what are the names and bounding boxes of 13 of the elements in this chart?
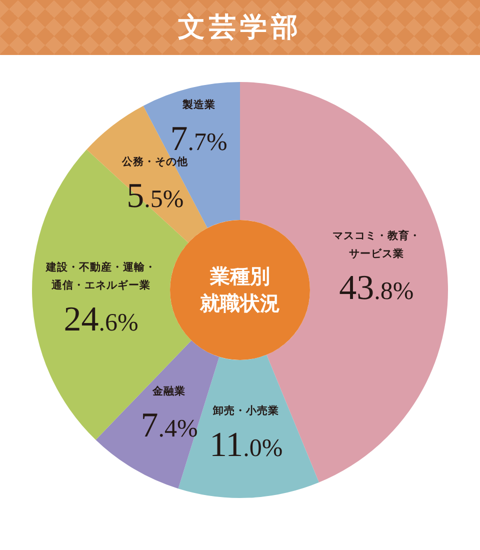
slice-label: 金融業 — [152, 384, 186, 398]
slice-label: マスコミ・教育・サービス業 — [332, 229, 420, 260]
data-label: 24.6% — [64, 299, 138, 338]
slice-label: 建設・不動産・運輸・通信・エネルギー業 — [45, 260, 156, 292]
data-label: 11.0% — [209, 424, 283, 464]
chart-title: 文芸学部 — [178, 12, 302, 44]
text: 業種別 — [210, 264, 270, 289]
data-label: 5.5% — [126, 176, 184, 215]
text: 就職状況 — [200, 291, 280, 316]
data-label: 7.4% — [140, 406, 198, 445]
slice-label: 卸売・小売業 — [212, 404, 280, 417]
data-label: 43.8% — [339, 268, 414, 308]
slice-label: 製造業 — [181, 98, 216, 112]
